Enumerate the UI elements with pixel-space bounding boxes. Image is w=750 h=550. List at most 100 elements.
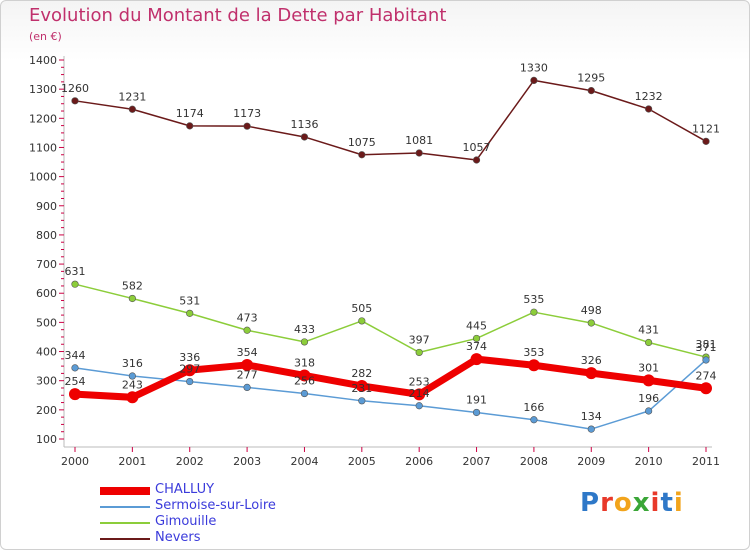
data-point — [470, 353, 483, 366]
data-point — [355, 379, 368, 392]
series-line-sermoise-sur-loire — [74, 359, 707, 430]
data-label: 214 — [409, 387, 430, 400]
x-tick-label: 2009 — [577, 455, 605, 468]
data-label: 231 — [351, 382, 372, 395]
data-label: 1081 — [405, 134, 433, 147]
data-label: 318 — [294, 356, 315, 369]
data-point — [702, 137, 710, 145]
data-label: 254 — [65, 375, 86, 388]
data-point — [183, 364, 196, 377]
data-label: 243 — [122, 378, 143, 391]
y-tick-label: 100 — [36, 433, 57, 446]
y-tick-label: 1000 — [29, 171, 57, 184]
data-point — [300, 338, 309, 346]
y-tick-label: 400 — [36, 346, 57, 359]
data-label: 374 — [466, 340, 487, 353]
y-tick-label: 800 — [36, 229, 57, 242]
data-point — [300, 389, 309, 398]
x-tick-label: 2007 — [463, 455, 491, 468]
data-label: 326 — [581, 354, 602, 367]
data-label: 582 — [122, 279, 143, 292]
x-tick-label: 2005 — [348, 455, 376, 468]
y-tick-label: 1300 — [29, 83, 57, 96]
data-label: 316 — [122, 357, 143, 370]
y-tick-label: 1400 — [29, 54, 57, 67]
legend-item: Gimouille — [100, 514, 360, 531]
proxiti-logo: Proxiti — [580, 488, 684, 518]
data-point — [186, 309, 194, 317]
data-point — [243, 122, 251, 130]
logo-letter: i — [650, 488, 661, 518]
data-point — [358, 397, 366, 405]
data-label: 1075 — [348, 136, 376, 149]
logo-letter: x — [632, 488, 651, 518]
data-point — [71, 280, 79, 288]
data-point — [530, 308, 538, 316]
data-label: 336 — [179, 351, 200, 364]
data-point — [300, 133, 309, 141]
chart-unit: (en €) — [29, 30, 62, 43]
data-label: 531 — [179, 294, 200, 307]
data-point — [472, 334, 481, 343]
data-point — [71, 97, 79, 105]
logo-letter: o — [613, 488, 633, 518]
series-line-nevers — [74, 79, 707, 161]
y-tick-label: 1200 — [29, 112, 57, 125]
data-point — [69, 388, 81, 401]
data-label: 1330 — [520, 61, 548, 74]
data-point — [472, 408, 481, 417]
data-label: 433 — [294, 323, 315, 336]
legend-label: CHALLUY — [155, 482, 215, 497]
data-label: 535 — [523, 293, 544, 306]
data-label: 1121 — [692, 122, 720, 135]
y-tick-label: 900 — [36, 200, 57, 213]
data-point — [358, 151, 366, 159]
data-point — [298, 369, 311, 382]
data-label: 344 — [65, 349, 86, 362]
data-label: 505 — [351, 302, 372, 315]
data-label: 256 — [294, 375, 315, 388]
data-label: 1295 — [577, 72, 605, 85]
data-label: 371 — [696, 341, 717, 354]
data-point — [642, 374, 655, 387]
data-point — [128, 372, 136, 380]
data-point — [415, 402, 423, 410]
data-label: 301 — [638, 361, 659, 374]
legend-item: Nevers — [100, 530, 360, 547]
legend-label: Sermoise-sur-Loire — [155, 498, 276, 513]
data-point — [186, 122, 194, 130]
data-point — [358, 317, 366, 325]
legend-item: Sermoise-sur-Loire — [100, 498, 360, 515]
data-point — [128, 294, 136, 303]
data-label: 1174 — [176, 107, 204, 120]
data-point — [413, 388, 426, 401]
data-label: 1260 — [61, 82, 89, 95]
legend-swatch — [100, 506, 150, 508]
data-label: 1173 — [233, 107, 261, 120]
x-tick-label: 2008 — [520, 455, 548, 468]
x-tick-label: 2011 — [692, 455, 720, 468]
data-label: 282 — [351, 367, 372, 380]
data-label: 397 — [409, 333, 430, 346]
data-label: 473 — [237, 311, 258, 324]
data-point — [415, 149, 423, 157]
logo-letter: r — [600, 488, 614, 518]
data-point — [241, 358, 254, 371]
legend-label: Nevers — [155, 530, 201, 545]
x-tick-label: 2001 — [118, 455, 146, 468]
data-label: 134 — [581, 410, 602, 423]
data-label: 166 — [523, 401, 544, 414]
x-tick-label: 2003 — [233, 455, 261, 468]
x-tick-label: 2000 — [61, 455, 89, 468]
data-point — [645, 407, 653, 415]
data-point — [702, 356, 710, 364]
data-label: 381 — [696, 338, 717, 351]
data-point — [126, 391, 139, 404]
data-point — [530, 76, 538, 85]
data-point — [128, 105, 136, 113]
data-point — [645, 105, 653, 113]
data-point — [700, 382, 712, 395]
data-label: 354 — [237, 346, 258, 359]
x-tick-label: 2002 — [176, 455, 204, 468]
